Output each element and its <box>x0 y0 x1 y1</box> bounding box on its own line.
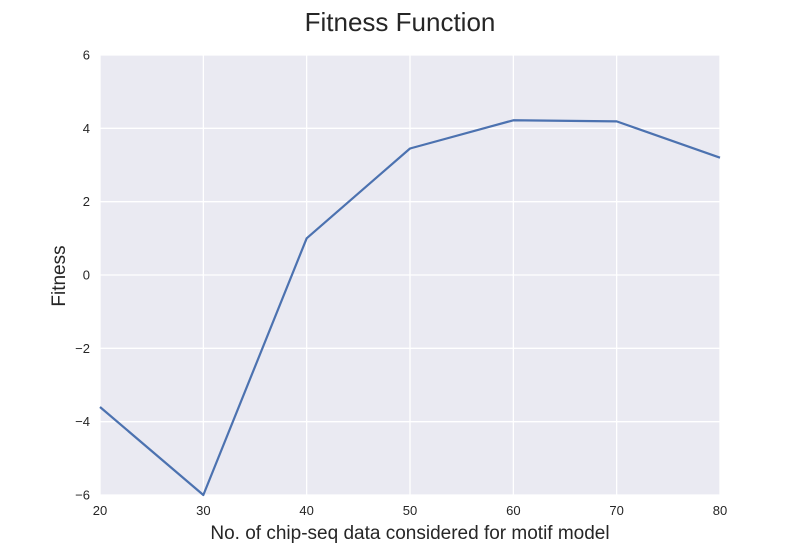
y-axis-ticks: −6 −4 −2 0 2 4 6 <box>75 48 90 503</box>
y-tick-label: −6 <box>75 488 90 503</box>
y-tick-label: −2 <box>75 341 90 356</box>
x-tick-label: 70 <box>609 503 623 518</box>
x-tick-label: 50 <box>403 503 417 518</box>
y-tick-label: 2 <box>83 194 90 209</box>
chart-title: Fitness Function <box>305 7 496 37</box>
x-axis-ticks: 20 30 40 50 60 70 80 <box>93 503 727 518</box>
x-tick-label: 30 <box>196 503 210 518</box>
y-tick-label: 0 <box>83 268 90 283</box>
y-axis-label: Fitness <box>49 245 70 306</box>
x-tick-label: 40 <box>299 503 313 518</box>
x-axis-label: No. of chip-seq data considered for moti… <box>210 523 609 544</box>
x-tick-label: 60 <box>506 503 520 518</box>
x-tick-label: 20 <box>93 503 107 518</box>
series-line <box>99 119 721 497</box>
x-tick-label: 80 <box>713 503 727 518</box>
y-tick-label: 4 <box>83 121 90 136</box>
y-tick-label: 6 <box>83 48 90 63</box>
series-group <box>99 119 721 497</box>
y-tick-label: −4 <box>75 414 90 429</box>
